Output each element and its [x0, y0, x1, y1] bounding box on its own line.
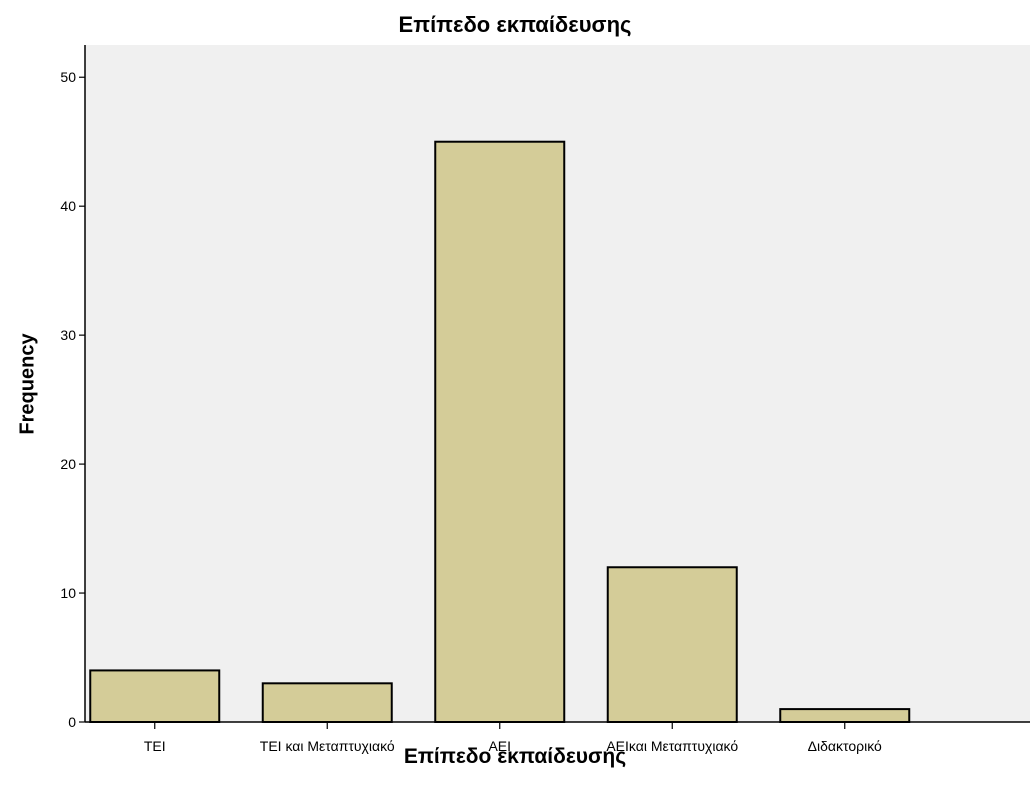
y-tick-label: 0	[68, 714, 76, 730]
y-tick-label: 10	[60, 585, 76, 601]
bar-4	[606, 566, 738, 723]
bar-1	[89, 669, 221, 724]
x-axis-label: Επίπεδο εκπαίδευσης	[403, 745, 627, 768]
y-tick-label: 20	[60, 456, 76, 472]
x-tick-label: Διδακτορικό	[808, 738, 882, 754]
chart-title: Επίπεδο εκπαίδευσης	[398, 12, 632, 37]
x-tick-label: AEIκαι Μεταπτυχιακό	[606, 738, 738, 754]
bar-5	[779, 708, 911, 723]
y-tick-label: 30	[60, 327, 76, 343]
bar-2	[261, 682, 393, 723]
x-ticks-group: TEI TEI και Μεταπτυχιακό AEI AEIκαι Μεταπτυ…	[144, 722, 882, 754]
x-tick-label: TEI και Μεταπτυχιακό	[260, 738, 395, 754]
y-tick-label: 40	[60, 198, 76, 214]
y-tick-label: 50	[60, 69, 76, 85]
y-ticks-group: 0 10 20 30 40 50	[60, 69, 85, 730]
bars-group	[89, 140, 911, 724]
x-tick-label: AEI	[488, 738, 511, 754]
bar-3	[434, 140, 566, 723]
x-tick-label: TEI	[144, 738, 166, 754]
axes-group	[84, 45, 1030, 723]
